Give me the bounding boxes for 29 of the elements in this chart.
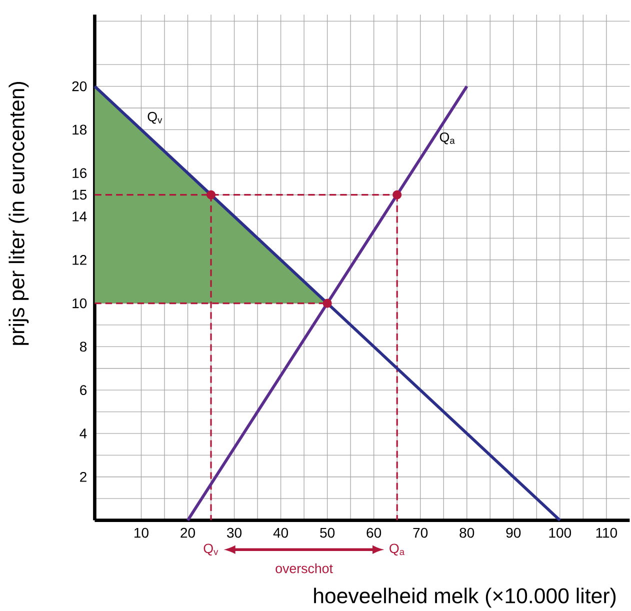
text: overschot (276, 563, 333, 574)
y-tick-label: 8 (80, 342, 87, 352)
text: Q$_{a}$ (390, 544, 405, 556)
x-tick-label: 90 (506, 528, 521, 538)
y-tick-label: 16 (72, 168, 87, 178)
y-tick-label: 6 (80, 385, 87, 396)
y-tick-label: 20 (72, 81, 87, 92)
y-tick-label: 10 (72, 298, 87, 308)
x-axis-title: hoeveelheid melk (×10.000 liter) (314, 588, 616, 608)
x-tick-label: 20 (180, 528, 195, 538)
x-tick-label: 110 (596, 528, 618, 538)
x-tick-label: 100 (549, 528, 572, 538)
y-tick-label: 4 (80, 428, 87, 438)
y-tick-label: 2 (80, 472, 86, 482)
y-tick-label: 18 (72, 124, 87, 135)
y-tick-label: 12 (72, 255, 86, 265)
text: Q$_{v}$ (204, 544, 218, 556)
x-tick-label: 30 (227, 528, 242, 538)
y-tick-label: 14 (72, 212, 87, 222)
x-tick-label: 10 (134, 528, 148, 538)
series-label: Q$_{a}$ (440, 132, 455, 144)
y-tick-label: 15 (72, 190, 87, 200)
x-tick-label: 50 (320, 528, 335, 538)
x-tick-label: 40 (273, 528, 288, 538)
x-tick-label: 80 (460, 528, 474, 538)
x-tick-label: 60 (366, 528, 382, 538)
series-label: Q$_{v}$ (148, 112, 162, 124)
y-axis-title: prijs per liter (in eurocenten) (8, 82, 29, 345)
x-tick-label: 70 (413, 528, 428, 538)
